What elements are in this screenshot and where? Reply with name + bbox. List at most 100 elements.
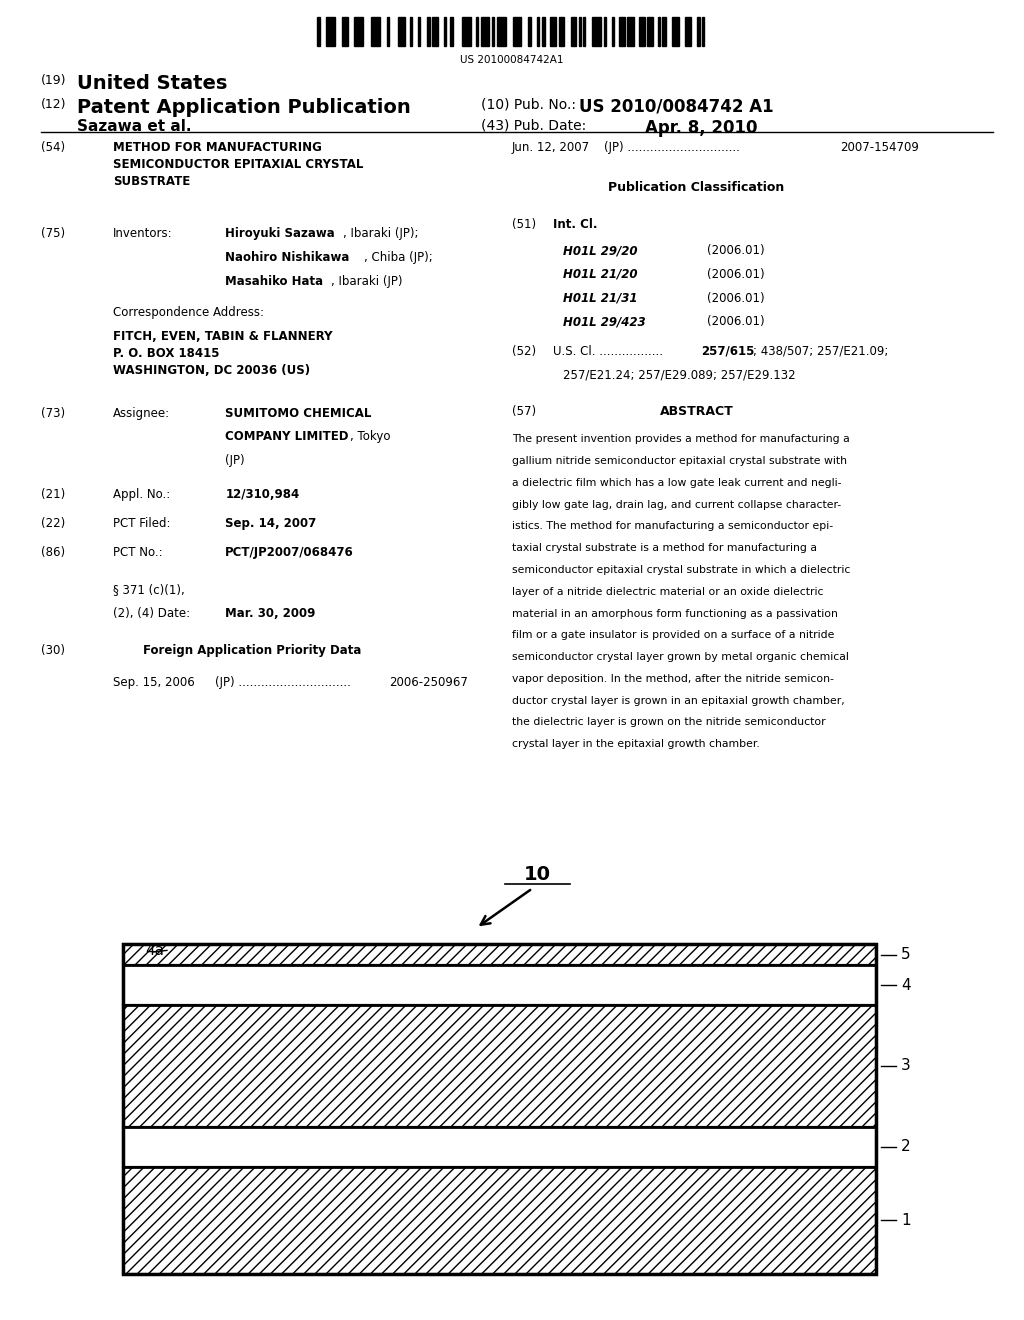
Text: H01L 21/20: H01L 21/20 <box>563 268 638 281</box>
Text: 12/310,984: 12/310,984 <box>225 488 300 502</box>
Text: METHOD FOR MANUFACTURING
SEMICONDUCTOR EPITAXIAL CRYSTAL
SUBSTRATE: METHOD FOR MANUFACTURING SEMICONDUCTOR E… <box>113 141 364 189</box>
Text: (2), (4) Date:: (2), (4) Date: <box>113 607 189 620</box>
Text: semiconductor epitaxial crystal substrate in which a dielectric: semiconductor epitaxial crystal substrat… <box>512 565 850 576</box>
Text: , Ibaraki (JP): , Ibaraki (JP) <box>331 275 402 288</box>
Bar <box>418 17 420 46</box>
Bar <box>684 17 691 46</box>
Text: H01L 29/423: H01L 29/423 <box>563 315 646 329</box>
Text: (12): (12) <box>41 98 67 111</box>
Bar <box>398 17 404 46</box>
Text: Apr. 8, 2010: Apr. 8, 2010 <box>645 119 758 137</box>
Text: Appl. No.:: Appl. No.: <box>113 488 170 502</box>
Bar <box>480 17 489 46</box>
Bar <box>123 1127 876 1167</box>
Bar <box>550 17 556 46</box>
Text: (JP): (JP) <box>225 454 245 467</box>
Bar <box>537 17 539 46</box>
Text: (21): (21) <box>41 488 66 502</box>
Bar <box>462 17 471 46</box>
Text: (43) Pub. Date:: (43) Pub. Date: <box>481 119 587 133</box>
Bar <box>354 17 362 46</box>
Bar <box>559 17 564 46</box>
Bar <box>658 17 660 46</box>
Text: 257/615: 257/615 <box>701 345 755 358</box>
Text: the dielectric layer is grown on the nitride semiconductor: the dielectric layer is grown on the nit… <box>512 717 825 727</box>
Text: istics. The method for manufacturing a semiconductor epi-: istics. The method for manufacturing a s… <box>512 521 834 532</box>
Text: PCT No.:: PCT No.: <box>113 546 162 560</box>
Bar <box>571 17 577 46</box>
Text: U.S. Cl. .................: U.S. Cl. ................. <box>553 345 663 358</box>
Text: 10: 10 <box>524 866 551 884</box>
Bar <box>123 1167 876 1274</box>
Text: Sep. 14, 2007: Sep. 14, 2007 <box>225 517 316 531</box>
Text: (73): (73) <box>41 407 66 420</box>
Text: 1: 1 <box>901 1213 910 1228</box>
Bar <box>620 17 625 46</box>
Text: Jun. 12, 2007: Jun. 12, 2007 <box>512 141 590 154</box>
Text: Sep. 15, 2006: Sep. 15, 2006 <box>113 676 195 689</box>
Bar <box>579 17 581 46</box>
Text: (75): (75) <box>41 227 66 240</box>
Bar <box>317 17 319 46</box>
Text: (2006.01): (2006.01) <box>707 244 764 257</box>
Bar <box>372 17 380 46</box>
Bar <box>647 17 652 46</box>
Text: Masahiko Hata: Masahiko Hata <box>225 275 324 288</box>
Text: US 20100084742A1: US 20100084742A1 <box>460 55 564 66</box>
Text: Patent Application Publication: Patent Application Publication <box>77 98 411 116</box>
Text: (52): (52) <box>512 345 537 358</box>
Text: (JP) ..............................: (JP) .............................. <box>604 141 740 154</box>
Text: 4a: 4a <box>144 942 164 958</box>
Text: Int. Cl.: Int. Cl. <box>553 218 597 231</box>
Text: H01L 21/31: H01L 21/31 <box>563 292 638 305</box>
Text: Hiroyuki Sazawa: Hiroyuki Sazawa <box>225 227 335 240</box>
Bar <box>427 17 430 46</box>
Text: , Chiba (JP);: , Chiba (JP); <box>364 251 432 264</box>
Text: (JP) ..............................: (JP) .............................. <box>215 676 351 689</box>
Text: FITCH, EVEN, TABIN & FLANNERY
P. O. BOX 18415
WASHINGTON, DC 20036 (US): FITCH, EVEN, TABIN & FLANNERY P. O. BOX … <box>113 330 332 378</box>
Text: (2006.01): (2006.01) <box>707 315 764 329</box>
Bar <box>639 17 645 46</box>
Bar <box>627 17 634 46</box>
Bar <box>604 17 606 46</box>
Text: Correspondence Address:: Correspondence Address: <box>113 306 263 319</box>
Text: H01L 29/20: H01L 29/20 <box>563 244 638 257</box>
Text: The present invention provides a method for manufacturing a: The present invention provides a method … <box>512 434 850 445</box>
Text: 4: 4 <box>901 978 910 993</box>
Bar <box>123 965 876 1005</box>
Text: material in an amorphous form functioning as a passivation: material in an amorphous form functionin… <box>512 609 838 619</box>
Text: (22): (22) <box>41 517 66 531</box>
Text: 257/E21.24; 257/E29.089; 257/E29.132: 257/E21.24; 257/E29.089; 257/E29.132 <box>563 368 796 381</box>
Text: 5: 5 <box>901 946 910 962</box>
Bar <box>592 17 601 46</box>
Bar <box>450 17 453 46</box>
Text: Inventors:: Inventors: <box>113 227 172 240</box>
Bar <box>702 17 705 46</box>
Text: semiconductor crystal layer grown by metal organic chemical: semiconductor crystal layer grown by met… <box>512 652 849 663</box>
Bar <box>696 17 700 46</box>
Text: PCT Filed:: PCT Filed: <box>113 517 170 531</box>
Bar <box>444 17 446 46</box>
Bar <box>663 17 666 46</box>
Text: (57): (57) <box>512 405 537 418</box>
Text: Foreign Application Priority Data: Foreign Application Priority Data <box>143 644 361 657</box>
Bar <box>513 17 521 46</box>
Text: SUMITOMO CHEMICAL: SUMITOMO CHEMICAL <box>225 407 372 420</box>
Text: gallium nitride semiconductor epitaxial crystal substrate with: gallium nitride semiconductor epitaxial … <box>512 457 847 466</box>
Bar <box>528 17 531 46</box>
Text: taxial crystal substrate is a method for manufacturing a: taxial crystal substrate is a method for… <box>512 544 817 553</box>
Text: 2007-154709: 2007-154709 <box>840 141 919 154</box>
Bar <box>611 17 614 46</box>
Text: , Ibaraki (JP);: , Ibaraki (JP); <box>343 227 419 240</box>
Bar <box>492 17 494 46</box>
Text: ductor crystal layer is grown in an epitaxial growth chamber,: ductor crystal layer is grown in an epit… <box>512 696 845 706</box>
Text: a dielectric film which has a low gate leak current and negli-: a dielectric film which has a low gate l… <box>512 478 842 488</box>
Text: film or a gate insulator is provided on a surface of a nitride: film or a gate insulator is provided on … <box>512 630 835 640</box>
Text: , Tokyo: , Tokyo <box>350 430 391 444</box>
Text: Assignee:: Assignee: <box>113 407 170 420</box>
Text: gibly low gate lag, drain lag, and current collapse character-: gibly low gate lag, drain lag, and curre… <box>512 500 841 510</box>
Text: layer of a nitride dielectric material or an oxide dielectric: layer of a nitride dielectric material o… <box>512 586 823 597</box>
Text: vapor deposition. In the method, after the nitride semicon-: vapor deposition. In the method, after t… <box>512 673 834 684</box>
Bar <box>432 17 437 46</box>
Text: US 2010/0084742 A1: US 2010/0084742 A1 <box>579 98 773 116</box>
